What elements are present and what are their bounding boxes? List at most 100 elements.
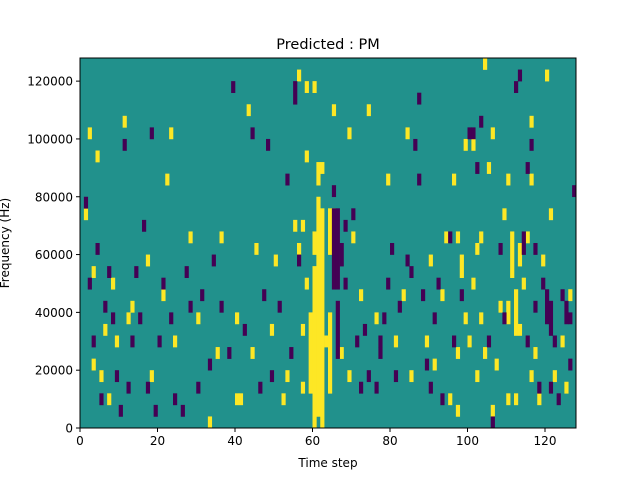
heatmap-cell-low [173,393,178,406]
heatmap-cell-high [111,277,116,290]
heatmap-cell-low [564,300,569,325]
heatmap-cell-low [343,219,348,232]
heatmap-cell-low [533,300,538,313]
heatmap-cell-high [479,231,484,244]
heatmap-cell-low [432,312,437,325]
heatmap-cell-low [386,277,391,290]
heatmap-cell-high [529,370,534,383]
heatmap-cell-low [161,277,166,290]
heatmap-cell-high [312,231,317,255]
heatmap-cell-low [568,358,573,371]
heatmap-cell-low [219,300,224,313]
heatmap-cell-low [537,381,542,394]
heatmap-cell-low [436,277,441,290]
heatmap-cell-high [161,289,166,302]
heatmap-cell-high [463,138,468,151]
heatmap-cell-high [126,312,131,325]
heatmap-cell-low [572,185,577,198]
heatmap-cell-low [378,335,383,348]
heatmap-cell-low [331,185,337,198]
heatmap-cell-high [494,358,499,371]
x-tick-label: 40 [227,434,242,448]
heatmap-cell-high [304,277,309,290]
heatmap-cell-low [266,138,271,151]
heatmap-cell-low [157,335,162,348]
heatmap-cell-high [455,347,461,359]
heatmap-cell-low [242,323,247,336]
heatmap-cell-high [471,277,476,290]
heatmap-cell-high [87,127,92,140]
heatmap-cell-high [91,266,96,278]
heatmap-cell-low [169,312,174,325]
heatmap-cell-low [231,81,236,93]
heatmap-cell-low [475,162,480,174]
heatmap-cell-low [393,370,399,383]
y-tick-label: 40000 [35,306,73,320]
heatmap-cell-high [300,219,306,232]
heatmap-cell-high [312,266,317,429]
heatmap-cell-high [537,393,542,406]
heatmap-cell-high [366,104,371,117]
heatmap-cell-high [95,150,100,163]
heatmap-cell-high [452,173,457,186]
heatmap-cell-low [153,404,158,417]
x-tick-label: 80 [382,434,397,448]
heatmap-cell-high [525,231,530,244]
heatmap-cell-low [258,381,263,394]
heatmap-cell-low [560,289,565,302]
heatmap-cell-low [467,127,472,140]
heatmap-cell-low [517,69,523,82]
heatmap-cell-low [525,162,530,174]
heatmap-cell-high [467,335,472,348]
heatmap-cell-low [390,243,395,255]
heatmap-cell-high [83,208,89,221]
heatmap-cell-high [173,335,178,348]
plot-frame [79,57,577,429]
chart-title: Predicted : PM [276,37,379,53]
heatmap-cell-high [440,289,445,302]
heatmap-cell-high [320,162,325,174]
heatmap-cell-high [331,104,337,117]
heatmap-cell-high [347,370,352,383]
heatmap-cell-high [324,335,329,348]
y-tick-label: 120000 [27,75,73,89]
heatmap-cell-low [548,381,554,394]
heatmap-cell-high [459,254,464,278]
heatmap-cell-low [335,208,340,221]
heatmap-cell-low [103,300,108,313]
heatmap-cell-low [83,196,89,209]
heatmap-cell-high [498,300,503,313]
heatmap-cell-low [366,370,371,383]
heatmap-cell-low [111,312,116,325]
heatmap-cell-low [556,393,561,406]
heatmap-cell-high [486,162,492,174]
heatmap-cell-low [417,173,422,186]
heatmap-cell-low [269,370,275,383]
heatmap-cell-low [227,347,232,359]
heatmap-cell-high [122,115,127,128]
heatmap-cell-low [200,289,205,302]
heatmap-cell-low [138,312,143,325]
heatmap-cell-low [479,115,484,128]
heatmap-cell-high [308,312,313,394]
heatmap-cell-high [169,127,174,140]
heatmap-cell-low [107,266,112,278]
heatmap-cell-low [134,266,139,278]
heatmap-cell-high [297,243,302,255]
heatmap-cell-low [413,138,418,151]
heatmap-cell-low [142,219,147,232]
heatmap-cell-low [184,266,189,278]
heatmap-cell-high [328,208,333,255]
heatmap-cell-high [235,312,240,325]
heatmap-cell-low [95,243,100,255]
heatmap-cell-low [548,300,554,336]
heatmap-cell-low [250,127,255,140]
heatmap-cell-low [421,289,426,302]
y-tick-label: 0 [65,422,73,436]
heatmap-cell-low [533,243,538,255]
heatmap-cell-high [506,173,511,186]
heatmap-cell-high [448,393,453,406]
heatmap-cell-high [196,312,201,325]
heatmap-cell-high [405,127,410,140]
